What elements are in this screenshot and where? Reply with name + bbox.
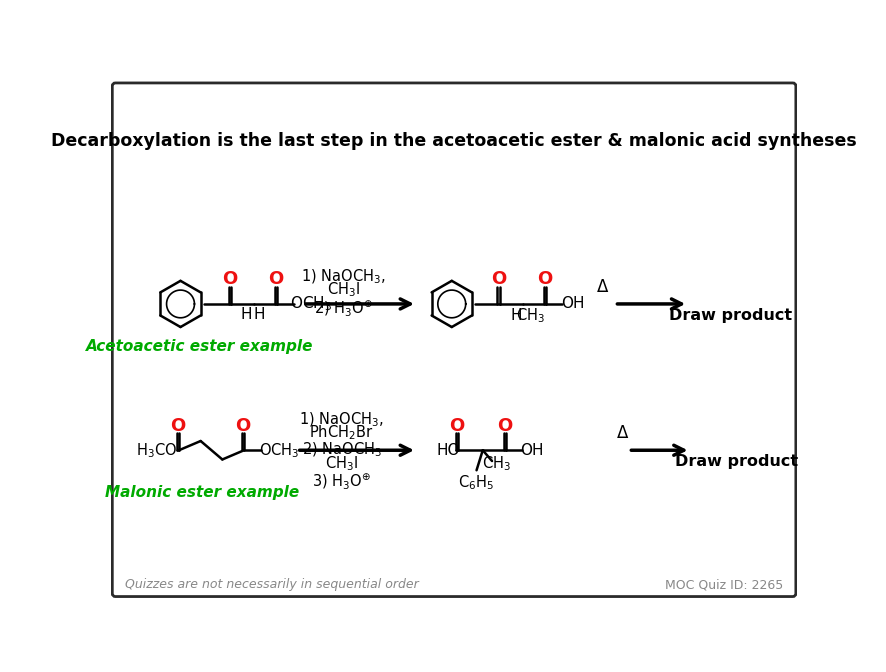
Text: 3) H$_3$O$^⊕$: 3) H$_3$O$^⊕$: [312, 471, 371, 491]
Text: H: H: [510, 308, 522, 323]
Text: Malonic ester example: Malonic ester example: [105, 485, 299, 500]
Text: O: O: [236, 417, 251, 435]
Text: PhCH$_2$Br: PhCH$_2$Br: [309, 423, 374, 442]
Text: Δ: Δ: [617, 424, 628, 442]
Text: 1) NaOCH$_3$,: 1) NaOCH$_3$,: [301, 267, 385, 286]
Text: OCH$_3$: OCH$_3$: [260, 441, 300, 460]
Text: CH$_3$: CH$_3$: [482, 455, 511, 474]
Text: O: O: [491, 270, 506, 288]
Text: CH$_3$: CH$_3$: [517, 306, 545, 325]
Text: O: O: [497, 417, 512, 435]
Text: OH: OH: [521, 443, 544, 458]
Text: H$_3$CO: H$_3$CO: [136, 441, 176, 460]
Text: C$_6$H$_5$: C$_6$H$_5$: [458, 473, 494, 492]
Text: MOC Quiz ID: 2265: MOC Quiz ID: 2265: [665, 579, 783, 591]
Text: Draw product: Draw product: [669, 308, 792, 323]
Text: H: H: [253, 307, 265, 322]
Text: Δ: Δ: [597, 278, 609, 296]
Text: O: O: [170, 417, 185, 435]
Text: CH$_3$I: CH$_3$I: [327, 281, 360, 300]
Text: Acetoacetic ester example: Acetoacetic ester example: [86, 339, 314, 353]
Text: 1) NaOCH$_3$,: 1) NaOCH$_3$,: [299, 410, 384, 429]
Text: OCH$_3$: OCH$_3$: [291, 294, 332, 313]
FancyBboxPatch shape: [113, 83, 796, 597]
Text: 2) NaOCH$_3$: 2) NaOCH$_3$: [301, 441, 382, 460]
Text: O: O: [222, 270, 237, 288]
Text: H: H: [241, 307, 253, 322]
Text: O: O: [449, 417, 464, 435]
Text: 2) H$_3$O$^⊕$: 2) H$_3$O$^⊕$: [314, 298, 373, 318]
Text: Decarboxylation is the last step in the acetoacetic ester & malonic acid synthes: Decarboxylation is the last step in the …: [51, 132, 857, 150]
Text: OH: OH: [561, 296, 585, 311]
Text: CH$_3$I: CH$_3$I: [325, 454, 358, 472]
Text: Draw product: Draw product: [675, 454, 798, 469]
Text: O: O: [268, 270, 284, 288]
Text: Quizzes are not necessarily in sequential order: Quizzes are not necessarily in sequentia…: [125, 579, 418, 591]
Text: O: O: [538, 270, 553, 288]
Text: HO: HO: [436, 443, 460, 458]
